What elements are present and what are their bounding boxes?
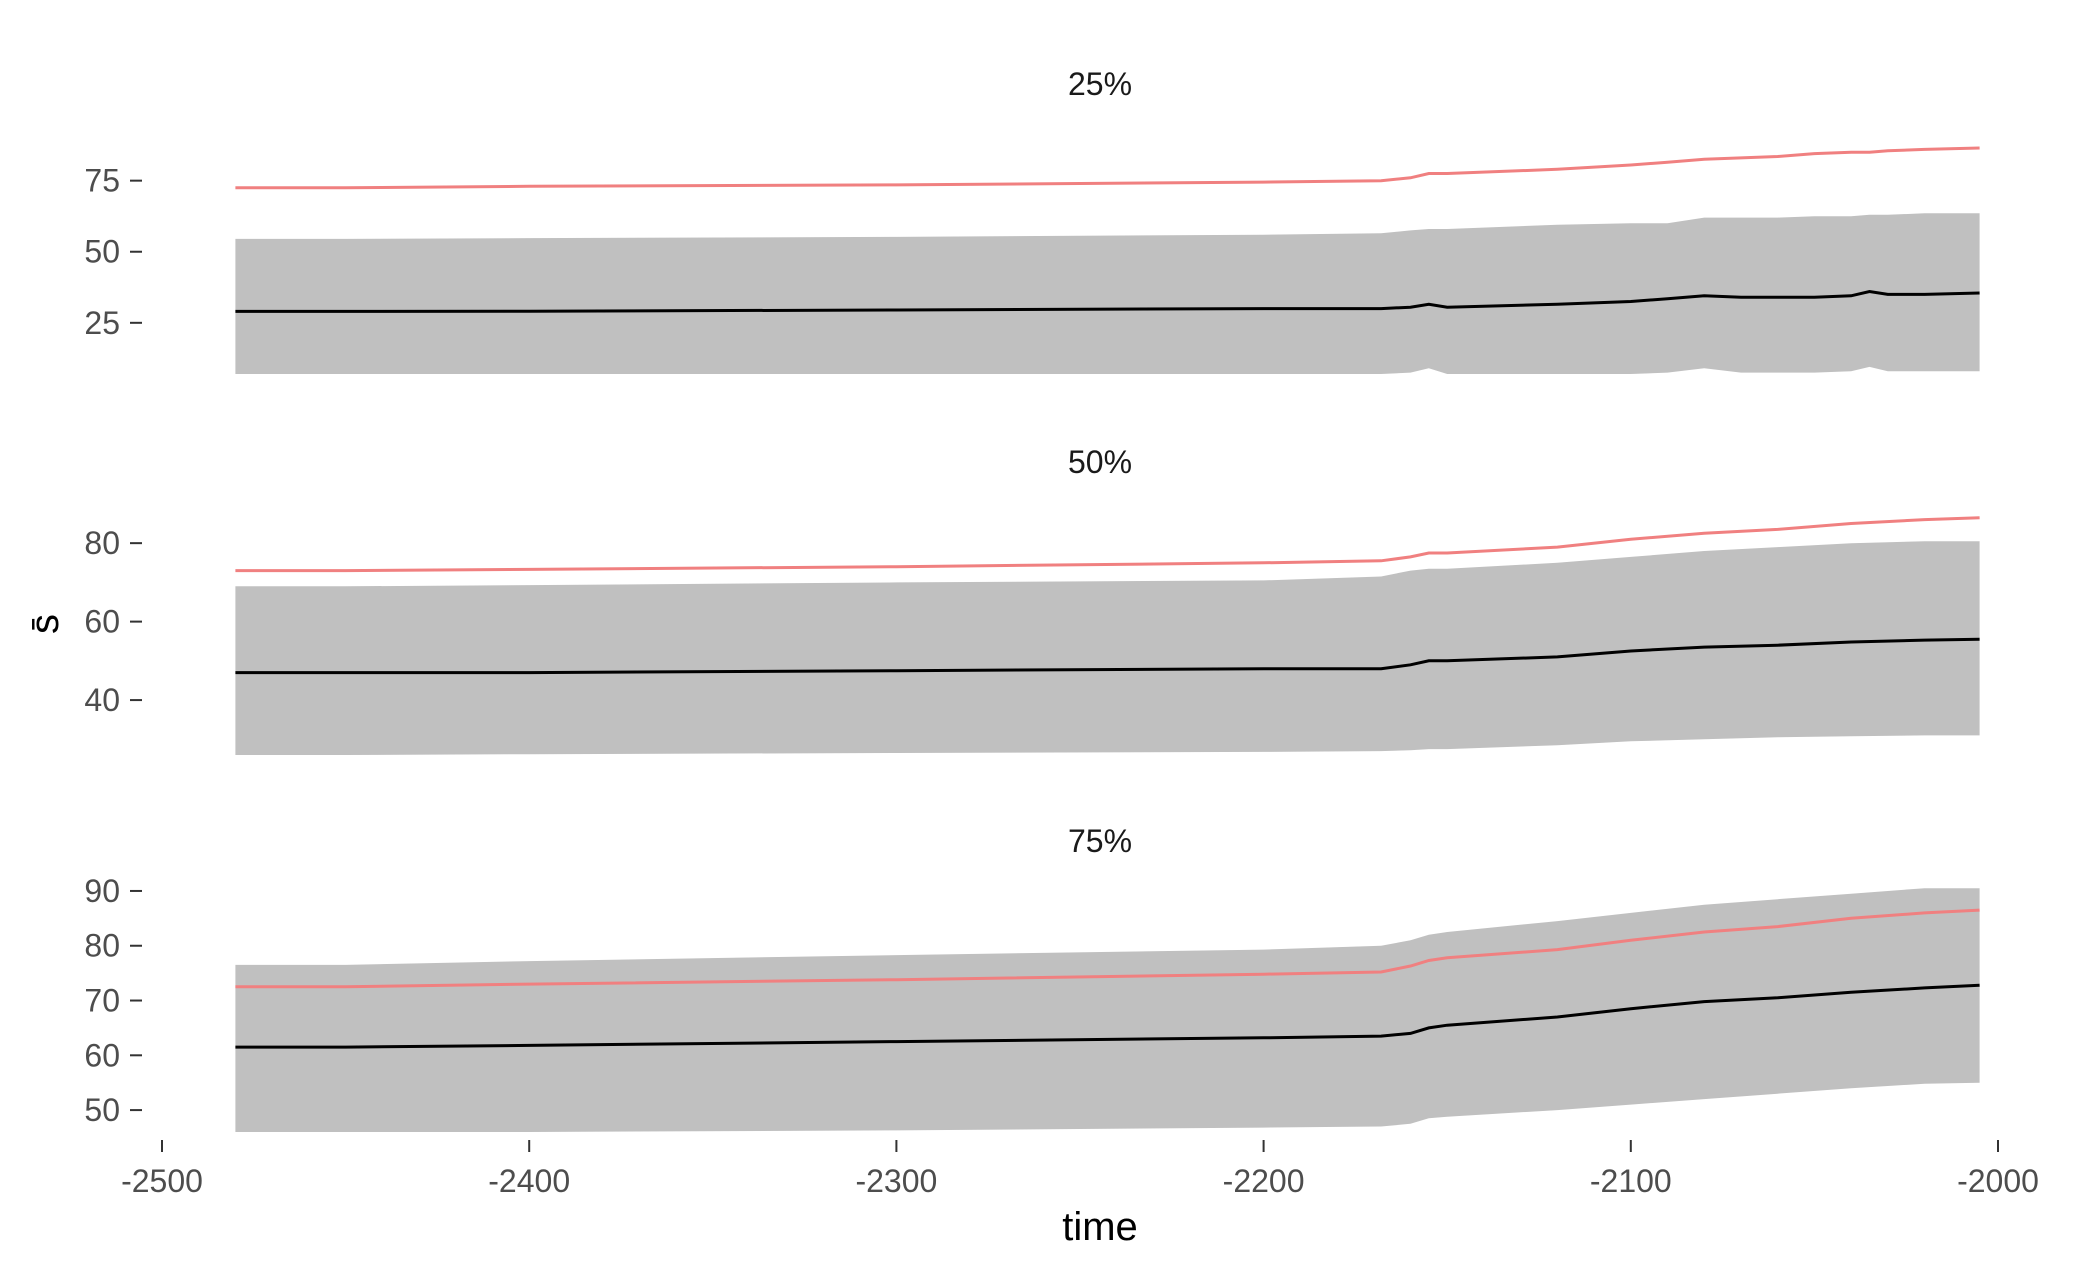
x-tick-label: -2400 — [488, 1163, 570, 1199]
y-tick-label: 60 — [84, 1037, 120, 1073]
y-axis-title: s̄ — [23, 614, 67, 634]
mean-line — [235, 983, 1980, 1049]
uncertainty-band — [235, 888, 1980, 1132]
x-tick-label: -2300 — [855, 1163, 937, 1199]
panel-title: 50% — [1068, 444, 1132, 480]
panel-title: 75% — [1068, 823, 1132, 859]
uncertainty-band — [235, 541, 1980, 755]
x-tick-label: -2200 — [1223, 1163, 1305, 1199]
mean-line — [235, 289, 1980, 313]
y-tick-label: 50 — [84, 234, 120, 270]
y-tick-label: 90 — [84, 873, 120, 909]
panel-1: 25% 25 50 75 — [84, 66, 1980, 374]
x-tick-label: -2500 — [121, 1163, 203, 1199]
reference-line — [235, 908, 1980, 989]
panel-2: 50% 40 60 80 — [84, 444, 1980, 755]
panel-3: 75% 50 60 70 80 90 — [84, 823, 1980, 1132]
y-tick-label: 80 — [84, 928, 120, 964]
x-axis-title: time — [1062, 1205, 1138, 1249]
y-tick-label: 80 — [84, 525, 120, 561]
y-tick-label: 70 — [84, 983, 120, 1019]
x-axis: -2500 -2400 -2300 -2200 -2100 -2000 — [121, 1140, 2039, 1199]
y-tick-label: 60 — [84, 604, 120, 640]
panel-title: 25% — [1068, 66, 1132, 102]
reference-line — [235, 146, 1980, 190]
x-tick-label: -2000 — [1957, 1163, 2039, 1199]
mean-line — [235, 637, 1980, 675]
y-tick-label: 75 — [84, 163, 120, 199]
y-tick-label: 40 — [84, 682, 120, 718]
y-tick-label: 50 — [84, 1092, 120, 1128]
uncertainty-band — [235, 213, 1980, 374]
x-tick-label: -2100 — [1590, 1163, 1672, 1199]
y-tick-label: 25 — [84, 305, 120, 341]
reference-line — [235, 516, 1980, 573]
